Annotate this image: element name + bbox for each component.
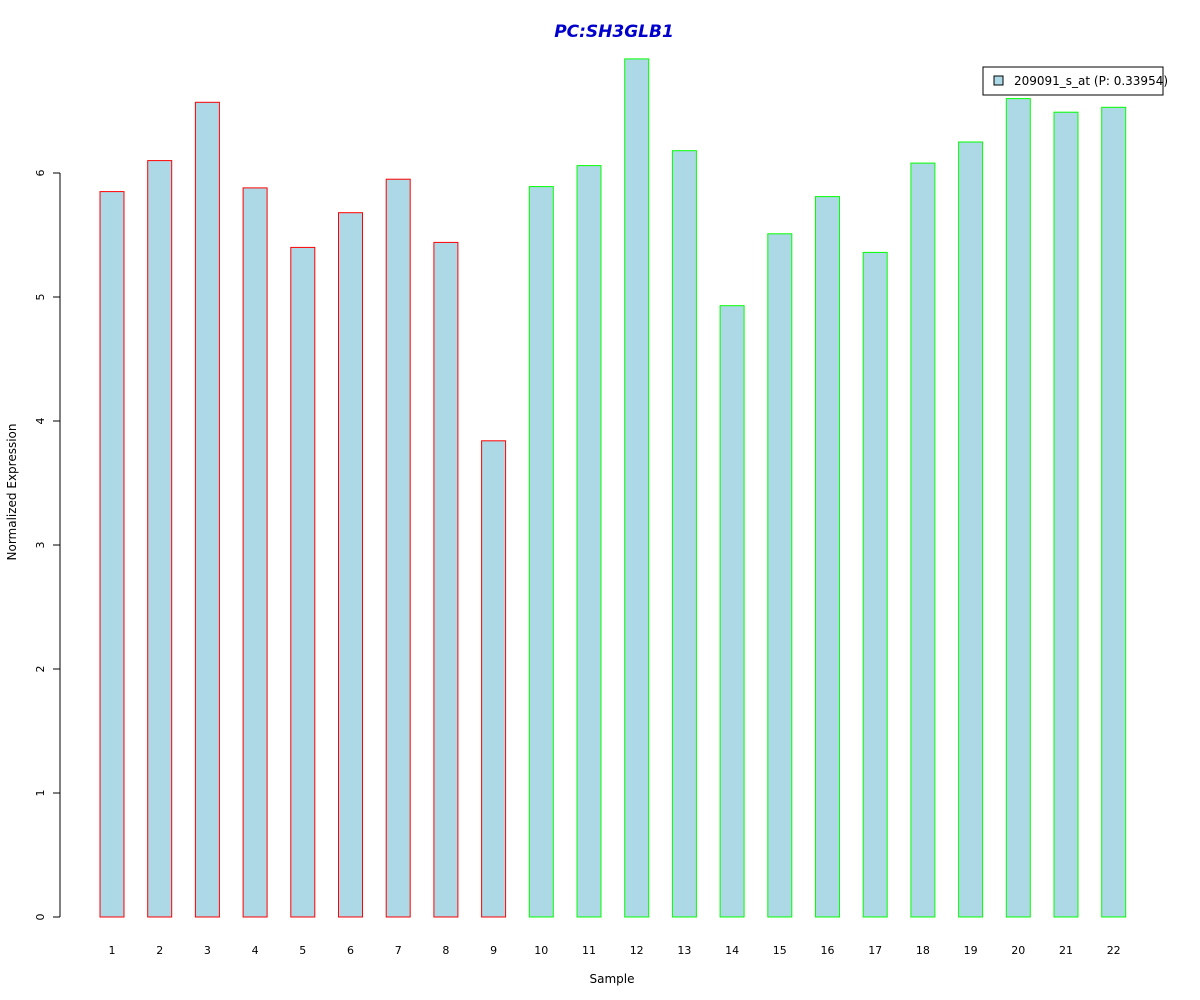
bars (99, 58, 1127, 918)
x-tick-label: 3 (204, 944, 211, 957)
bar (481, 440, 507, 918)
x-tick-label: 22 (1107, 944, 1121, 957)
bar (910, 162, 936, 918)
y-axis-label: Normalized Expression (5, 423, 19, 560)
x-tick-label: 16 (821, 944, 835, 957)
bar (1053, 111, 1079, 918)
y-tick-label: 5 (34, 294, 47, 301)
x-tick-label: 8 (442, 944, 449, 957)
bar (958, 141, 984, 918)
y-tick-label: 3 (34, 542, 47, 549)
x-axis-tick-labels: 1 2 3 4 5 6 7 8 9 10 11 12 13 14 15 16 17 18 19 20 21 22 (109, 944, 1121, 957)
legend-label: 209091_s_at (P: 0.33954) (1014, 74, 1168, 88)
y-tick-label: 2 (34, 666, 47, 673)
bar (242, 187, 268, 918)
bar (194, 101, 220, 918)
legend-swatch (993, 75, 1004, 86)
chart-title: PC:SH3GLB1 (554, 22, 674, 42)
x-axis-label: Sample (590, 972, 635, 986)
x-tick-label: 14 (725, 944, 739, 957)
x-tick-label: 12 (630, 944, 644, 957)
bar (719, 305, 745, 918)
x-tick-label: 1 (109, 944, 116, 957)
bar (1101, 106, 1127, 918)
bar (815, 196, 840, 918)
bar (338, 212, 363, 918)
x-tick-label: 6 (347, 944, 354, 957)
legend-box (982, 66, 1164, 96)
y-tick-label: 6 (34, 170, 47, 177)
x-tick-label: 18 (916, 944, 930, 957)
bar (576, 165, 602, 918)
x-tick-label: 20 (1011, 944, 1025, 957)
y-tick-label: 0 (34, 914, 47, 921)
x-tick-label: 15 (773, 944, 787, 957)
bar (385, 178, 411, 918)
x-tick-label: 21 (1059, 944, 1073, 957)
bar (99, 191, 125, 918)
x-tick-label: 9 (490, 944, 497, 957)
y-tick-label: 1 (34, 790, 47, 797)
x-tick-label: 11 (582, 944, 596, 957)
x-tick-label: 4 (252, 944, 259, 957)
bar (767, 233, 793, 918)
bar (671, 150, 697, 918)
bar (862, 251, 888, 918)
bar (433, 241, 459, 918)
bar (624, 58, 650, 918)
bar (290, 246, 316, 918)
x-tick-label: 5 (299, 944, 306, 957)
y-tick-label: 4 (34, 418, 47, 425)
bar (528, 186, 554, 918)
x-tick-label: 13 (677, 944, 691, 957)
x-tick-label: 10 (534, 944, 548, 957)
x-tick-label: 17 (868, 944, 882, 957)
y-axis: 0 1 2 3 4 5 6 (34, 170, 61, 921)
x-tick-label: 7 (395, 944, 402, 957)
x-tick-label: 2 (156, 944, 163, 957)
bar (147, 160, 173, 918)
x-tick-label: 19 (964, 944, 978, 957)
bar (1005, 98, 1031, 918)
legend: 209091_s_at (P: 0.33954) (982, 66, 1168, 96)
